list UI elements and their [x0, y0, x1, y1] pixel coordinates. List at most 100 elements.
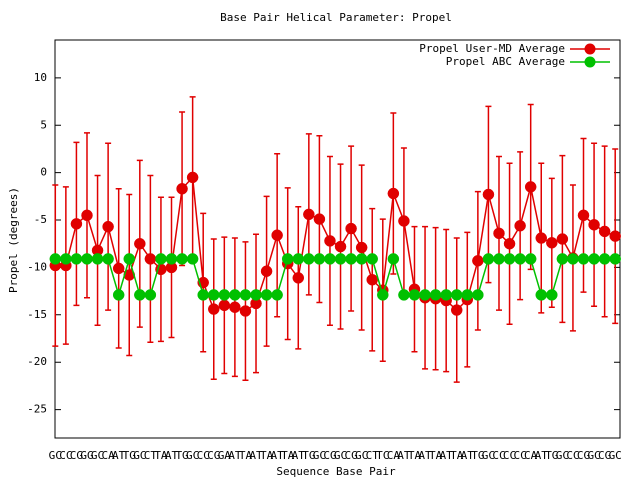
y-tick-label: -15	[27, 308, 47, 321]
data-point	[556, 253, 569, 265]
data-point	[334, 253, 347, 265]
data-point	[313, 253, 326, 265]
data-point	[535, 232, 548, 244]
data-point	[429, 289, 442, 301]
x-tick-label: TA	[281, 449, 295, 462]
x-tick-label: AT	[461, 449, 475, 462]
data-point	[260, 265, 273, 277]
x-tick-label: GC	[587, 449, 600, 462]
data-point	[176, 253, 188, 265]
x-tick-label: CC	[566, 449, 579, 462]
data-point	[398, 215, 410, 227]
data-point	[524, 253, 537, 265]
x-tick-label: CT	[144, 449, 158, 462]
x-tick-label: CG	[344, 449, 357, 462]
data-point	[218, 299, 231, 312]
data-point	[345, 253, 357, 265]
legend-label: Propel User-MD Average	[419, 42, 565, 55]
data-point	[514, 219, 526, 232]
x-tick-label: GC	[313, 449, 326, 462]
x-tick-label: AT	[165, 449, 179, 462]
data-point	[408, 289, 421, 301]
data-point	[197, 289, 209, 301]
data-point	[472, 289, 484, 301]
x-tick-label: AT	[228, 449, 242, 462]
x-tick-label: AT	[112, 449, 126, 462]
data-point	[144, 289, 157, 301]
x-tick-label: CC	[513, 449, 526, 462]
x-tick-label: GC	[609, 449, 622, 462]
data-point	[49, 253, 62, 265]
x-tick-label: TG	[123, 449, 136, 462]
data-point	[112, 289, 125, 301]
data-point	[324, 235, 336, 247]
data-point	[324, 253, 336, 265]
x-tick-label: GC	[482, 449, 495, 462]
data-point	[419, 289, 431, 301]
data-point	[260, 289, 273, 301]
data-point	[387, 253, 400, 265]
legend-marker	[584, 56, 596, 68]
data-point	[503, 253, 516, 265]
data-point	[218, 289, 231, 301]
data-point	[567, 253, 579, 265]
data-point	[588, 253, 600, 265]
x-tick-label: CG	[323, 449, 336, 462]
data-point	[345, 222, 357, 235]
x-tick-label: TA	[260, 449, 274, 462]
x-tick-label: GC	[133, 449, 146, 462]
y-tick-label: -20	[27, 355, 47, 368]
data-point	[155, 253, 167, 265]
data-point	[546, 237, 558, 249]
chart-title: Base Pair Helical Parameter: Propel	[220, 11, 452, 24]
data-point	[134, 237, 146, 250]
data-point	[186, 253, 199, 265]
x-tick-label: GA	[218, 449, 232, 462]
data-point	[102, 220, 114, 233]
data-point	[303, 253, 315, 265]
x-tick-label: TA	[450, 449, 464, 462]
data-point	[334, 240, 347, 253]
y-tick-label: -5	[34, 213, 47, 226]
data-point	[450, 289, 463, 301]
x-tick-label: CG	[577, 449, 590, 462]
data-point	[461, 289, 474, 301]
data-point	[366, 273, 378, 286]
x-tick-label: GG	[80, 449, 93, 462]
data-point	[281, 253, 294, 265]
data-point	[81, 209, 93, 222]
x-tick-label: TA	[239, 449, 253, 462]
data-point	[60, 253, 72, 265]
x-tick-label: CA	[524, 449, 538, 462]
x-tick-label: TG	[471, 449, 484, 462]
data-point	[176, 183, 188, 195]
x-tick-label: CA	[101, 449, 115, 462]
x-tick-label: CG	[598, 449, 611, 462]
data-point	[186, 171, 199, 184]
data-point	[123, 253, 135, 265]
y-axis-label: Propel (degrees)	[7, 187, 20, 293]
x-tick-label: CC	[197, 449, 210, 462]
data-point	[546, 289, 558, 301]
x-tick-label: TC	[376, 449, 389, 462]
data-point	[588, 219, 600, 231]
x-tick-label: TG	[545, 449, 558, 462]
x-tick-label: AT	[440, 449, 454, 462]
data-point	[514, 253, 526, 265]
x-tick-label: AT	[249, 449, 263, 462]
data-point	[482, 188, 495, 201]
data-point	[355, 241, 368, 254]
data-point	[493, 227, 505, 240]
data-point	[535, 289, 548, 301]
data-point	[239, 305, 252, 317]
y-tick-label: -25	[27, 403, 47, 416]
x-tick-label: TG	[302, 449, 315, 462]
data-point	[303, 208, 315, 221]
y-tick-label: 0	[40, 166, 47, 179]
x-tick-label: TA	[154, 449, 168, 462]
x-tick-label: CG	[70, 449, 83, 462]
data-point	[387, 187, 400, 200]
x-tick-label: GC	[91, 449, 104, 462]
legend-marker	[584, 43, 596, 55]
